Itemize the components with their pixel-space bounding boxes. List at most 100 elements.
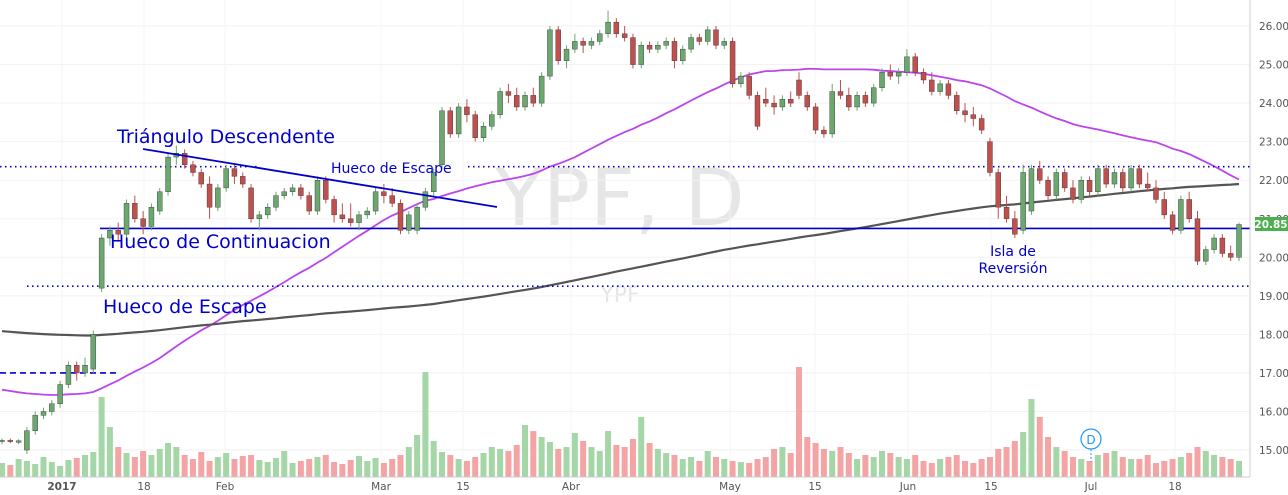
price-tick-label: 22.00 <box>1259 175 1288 187</box>
candle-body <box>181 153 188 165</box>
candle-body <box>49 403 55 412</box>
candle-body <box>1203 249 1209 262</box>
candle-body <box>115 230 121 235</box>
volume-bar <box>762 457 769 477</box>
candle-body <box>206 183 213 208</box>
annotation-lines <box>142 148 498 208</box>
volume-bar <box>7 465 14 477</box>
volume-bar <box>804 437 811 477</box>
volume-bar <box>663 453 670 477</box>
candle-body <box>621 33 628 38</box>
volume-bar <box>812 443 819 477</box>
candle-body <box>987 141 993 173</box>
candle-body <box>547 29 553 77</box>
candle-body <box>231 168 238 177</box>
volume-bar <box>339 464 346 477</box>
candle-body <box>0 440 5 442</box>
candle-body <box>1178 199 1184 231</box>
candle-body <box>165 156 171 192</box>
candle-body <box>381 191 387 196</box>
candle-body <box>74 365 80 374</box>
volume-bar <box>206 461 213 477</box>
candle-body <box>198 172 204 185</box>
volume-bar <box>397 455 404 477</box>
price-tick-label: 16.00 <box>1259 407 1288 419</box>
volume-bar <box>1152 463 1159 477</box>
candle-body <box>281 191 287 196</box>
candle-body <box>887 72 894 77</box>
annotation-continuation-gap: Hueco de Continuacion <box>110 231 331 253</box>
candle-body <box>671 41 678 61</box>
annotation-descending-triangle: Triángulo Descendente <box>116 126 335 148</box>
candle-body <box>920 72 927 81</box>
candle-body <box>107 230 113 239</box>
volume-bar <box>1086 461 1093 477</box>
volume-bar <box>522 425 529 477</box>
candle-body <box>746 75 752 96</box>
price-axis[interactable]: 26.0025.0024.0023.0022.0021.0020.0019.00… <box>1249 0 1288 477</box>
time-tick-label: Jul <box>1084 481 1098 493</box>
volume-bar <box>48 462 55 477</box>
volume-bar <box>646 443 653 477</box>
price-tick-label: 24.00 <box>1259 98 1288 110</box>
volume-bar <box>314 457 321 477</box>
candle-body <box>1186 199 1192 219</box>
candle-body <box>123 203 130 235</box>
volume-bar <box>903 459 910 477</box>
volume-bar <box>945 457 952 477</box>
volume-bar <box>712 457 719 477</box>
volume-bar <box>123 453 130 477</box>
time-tick-label: 18 <box>1168 481 1181 493</box>
volume-bar <box>671 455 678 477</box>
candle-body <box>1211 237 1217 250</box>
volume-bar <box>32 464 39 477</box>
volume-bar <box>165 443 172 477</box>
candle-body <box>90 334 97 370</box>
price-tick-label: 20.00 <box>1259 252 1288 264</box>
volume-bar <box>879 451 886 477</box>
price-tick-label: 26.00 <box>1259 21 1288 33</box>
volume-bar <box>721 459 728 477</box>
volume-bar <box>1036 417 1043 477</box>
candle-body <box>431 172 437 192</box>
volume-bar <box>1045 437 1052 477</box>
volume-bar <box>1144 455 1151 477</box>
triangle-trendline <box>142 148 498 208</box>
volume-bar <box>779 447 786 477</box>
candle-body <box>779 99 786 108</box>
volume-bar <box>1103 453 1110 477</box>
volume-bar <box>953 455 960 477</box>
volume-bar <box>1177 457 1184 477</box>
candle-body <box>829 91 835 135</box>
candle-body <box>264 206 271 216</box>
candle-body <box>1219 237 1226 254</box>
candle-body <box>895 72 902 77</box>
candle-body <box>215 187 221 208</box>
candle-body <box>1037 168 1043 181</box>
volume-bar <box>1094 455 1101 477</box>
volume-bar <box>1011 441 1018 477</box>
candle-body <box>937 83 943 92</box>
candle-body <box>497 91 503 115</box>
volume-bar <box>1202 451 1209 477</box>
candle-body <box>970 114 977 119</box>
price-tick-label: 19.00 <box>1259 291 1288 303</box>
volume-bar <box>148 455 155 477</box>
candle-body <box>738 75 744 85</box>
volume-bar <box>372 458 379 477</box>
volume-bar <box>430 441 437 477</box>
candle-body <box>787 99 794 104</box>
candle-body <box>389 195 395 204</box>
price-tick-label: 18.00 <box>1259 329 1288 341</box>
time-axis[interactable]: 2017 18 Feb Mar 15 Abr May 15 Jun 15 Jul 18 <box>0 476 1250 493</box>
volume-bar <box>820 449 827 477</box>
volume-bar <box>638 417 645 477</box>
volume-bar <box>488 447 495 477</box>
volume-bar <box>355 456 362 477</box>
volume-bar <box>306 459 313 477</box>
candle-body <box>978 118 985 131</box>
event-marker-icon[interactable] <box>1080 428 1102 450</box>
candle-body <box>406 214 412 231</box>
price-tick-label: 25.00 <box>1259 60 1288 72</box>
